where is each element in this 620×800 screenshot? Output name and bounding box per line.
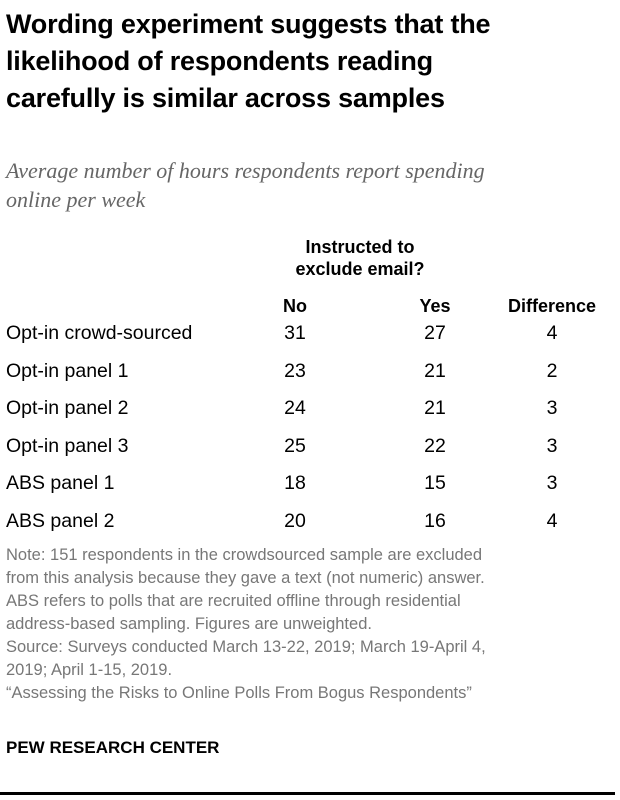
value-no: 18 — [284, 472, 306, 495]
table-row: ABS panel 1 18 15 3 — [0, 472, 620, 509]
subtitle-line: online per week — [6, 187, 146, 212]
report-title-line: “Assessing the Risks to Online Polls Fro… — [6, 684, 472, 702]
value-difference: 2 — [546, 359, 558, 382]
row-label: ABS panel 2 — [6, 510, 115, 532]
chart-title: Wording experiment suggests that the lik… — [6, 6, 606, 117]
value-no: 31 — [284, 322, 306, 344]
source-line: Source: Surveys conducted March 13-22, 2… — [6, 638, 486, 656]
value-no: 23 — [284, 359, 306, 382]
pew-logo: PEW RESEARCH CENTER — [6, 738, 220, 757]
value-yes: 16 — [424, 510, 446, 532]
value-no: 20 — [284, 510, 306, 532]
value-difference: 4 — [546, 510, 558, 532]
value-yes: 21 — [424, 359, 446, 382]
table-row: Opt-in panel 2 24 21 3 — [0, 397, 620, 434]
note-line: from this analysis because they gave a t… — [6, 569, 485, 587]
source-line: 2019; April 1-15, 2019. — [6, 661, 173, 679]
group-header: Instructed to exclude email? — [255, 236, 465, 280]
column-header-difference: Difference — [507, 296, 597, 316]
table-row: Opt-in panel 3 25 22 3 — [0, 435, 620, 472]
row-label: Opt-in panel 2 — [6, 397, 129, 420]
title-line: likelihood of respondents reading — [6, 46, 433, 76]
value-difference: 3 — [546, 472, 558, 495]
value-difference: 4 — [546, 322, 558, 344]
value-difference: 3 — [546, 434, 558, 457]
table-row: Opt-in crowd-sourced 31 27 4 — [0, 322, 620, 359]
note-line: ABS refers to polls that are recruited o… — [6, 592, 461, 610]
title-line: Wording experiment suggests that the — [6, 9, 491, 39]
group-header-line: Instructed to — [305, 237, 415, 257]
row-label: Opt-in crowd-sourced — [6, 322, 193, 344]
note-line: Note: 151 respondents in the crowdsource… — [6, 546, 483, 564]
value-no: 24 — [284, 397, 306, 420]
bottom-rule — [0, 792, 615, 795]
note-line: address-based sampling. Figures are unwe… — [6, 615, 372, 633]
table-row: ABS panel 2 20 16 4 — [0, 510, 620, 547]
title-line: carefully is similar across samples — [6, 83, 445, 113]
value-no: 25 — [284, 434, 306, 457]
row-label: Opt-in panel 1 — [6, 359, 129, 382]
column-header-yes: Yes — [419, 296, 451, 316]
value-yes: 22 — [424, 434, 446, 457]
value-yes: 27 — [424, 322, 446, 344]
subtitle-line: Average number of hours respondents repo… — [6, 158, 485, 183]
notes: Note: 151 respondents in the crowdsource… — [6, 544, 616, 705]
row-label: Opt-in panel 3 — [6, 434, 129, 457]
group-header-line: exclude email? — [295, 259, 425, 279]
value-yes: 21 — [424, 397, 446, 420]
table-row: Opt-in panel 1 23 21 2 — [0, 360, 620, 397]
value-yes: 15 — [424, 472, 446, 495]
row-label: ABS panel 1 — [6, 472, 115, 495]
value-difference: 3 — [546, 397, 558, 420]
chart-subtitle: Average number of hours respondents repo… — [6, 156, 606, 214]
column-header-no: No — [283, 296, 307, 316]
